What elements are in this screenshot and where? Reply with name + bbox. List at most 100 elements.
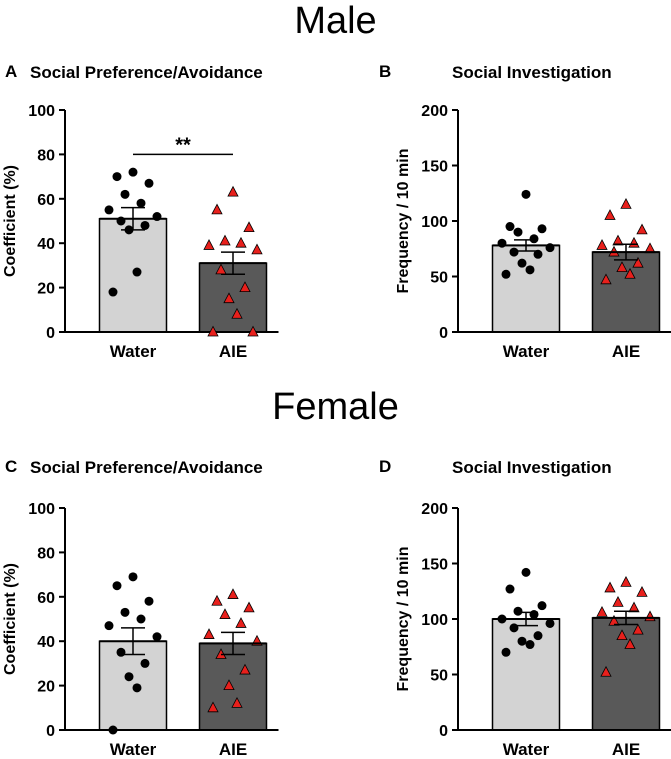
- data-point-water: [509, 623, 519, 633]
- data-point-water: [140, 220, 150, 230]
- bar-water: [98, 640, 168, 731]
- data-point-water: [533, 249, 543, 259]
- y-tick-label: 0: [46, 325, 55, 342]
- data-point-aie: [620, 576, 632, 587]
- data-point-water: [104, 205, 114, 215]
- data-point-water: [537, 601, 547, 611]
- data-point-water: [545, 618, 555, 628]
- data-point-water: [112, 581, 122, 591]
- data-point-water: [525, 265, 535, 275]
- data-point-water: [120, 189, 130, 199]
- data-point-water: [144, 178, 154, 188]
- data-point-aie: [211, 203, 223, 215]
- y-axis-label: Frequency / 10 min: [395, 547, 412, 692]
- section-title-female: Female: [272, 386, 399, 428]
- data-point-aie: [239, 281, 251, 293]
- x-tick-label: Water: [110, 740, 157, 759]
- x-tick-label: AIE: [612, 342, 640, 361]
- data-point-aie: [624, 638, 636, 649]
- data-point-water: [525, 640, 535, 650]
- data-point-aie: [231, 697, 243, 708]
- data-point-aie: [223, 292, 235, 304]
- x-tick-label: AIE: [612, 740, 640, 759]
- y-tick-label: 200: [421, 103, 448, 120]
- data-point-aie: [247, 325, 259, 337]
- panel-title-d: Social Investigation: [452, 458, 612, 477]
- data-point-aie: [596, 605, 608, 617]
- data-point-water: [517, 258, 527, 268]
- data-point-aie: [632, 623, 644, 635]
- section-title-male: Male: [294, 0, 377, 42]
- data-point-water: [128, 167, 138, 177]
- y-tick-label: 100: [28, 103, 55, 120]
- data-point-water: [505, 584, 515, 594]
- data-point-water: [132, 683, 142, 693]
- bar-aie: [198, 642, 268, 731]
- data-point-water: [501, 647, 511, 657]
- data-point-water: [140, 658, 150, 668]
- data-point-aie: [239, 663, 251, 675]
- data-point-aie: [227, 588, 239, 599]
- y-tick-label: 200: [421, 501, 448, 518]
- y-tick-label: 50: [430, 668, 448, 685]
- data-point-water: [513, 606, 523, 616]
- significance-label: **: [175, 134, 191, 156]
- data-point-water: [152, 632, 162, 642]
- y-tick-label: 40: [37, 634, 55, 651]
- data-point-water: [517, 636, 527, 646]
- data-point-aie: [644, 610, 656, 622]
- x-tick-label: Water: [503, 342, 550, 361]
- data-point-water: [112, 172, 122, 182]
- y-tick-label: 50: [430, 270, 448, 287]
- y-tick-label: 150: [421, 557, 448, 574]
- data-point-aie: [616, 261, 628, 273]
- data-point-aie: [632, 256, 644, 268]
- data-point-aie: [251, 243, 263, 255]
- data-point-aie: [616, 629, 628, 641]
- x-tick-label: AIE: [219, 740, 247, 759]
- panel-letter-a: A: [5, 62, 18, 81]
- data-point-water: [128, 572, 138, 582]
- data-point-water: [521, 567, 531, 577]
- y-tick-label: 60: [37, 192, 55, 209]
- bar-water: [491, 618, 561, 731]
- data-point-water: [533, 631, 543, 641]
- data-point-water: [104, 621, 114, 631]
- y-tick-label: 100: [421, 214, 448, 231]
- data-point-aie: [223, 679, 235, 690]
- y-axis-label: Coefficient (%): [2, 165, 19, 277]
- x-tick-label: AIE: [219, 342, 247, 361]
- data-point-water: [529, 610, 539, 620]
- y-tick-label: 80: [37, 545, 55, 562]
- y-tick-label: 150: [421, 159, 448, 176]
- data-point-water: [501, 269, 511, 279]
- data-point-aie: [211, 594, 223, 606]
- y-tick-label: 0: [46, 723, 55, 740]
- data-point-aie: [624, 267, 636, 279]
- data-point-water: [509, 247, 519, 257]
- y-axis-label: Frequency / 10 min: [395, 149, 412, 294]
- panel-title-a: Social Preference/Avoidance: [30, 63, 263, 82]
- data-point-water: [132, 267, 142, 277]
- y-tick-label: 100: [421, 612, 448, 629]
- data-point-aie: [235, 617, 247, 628]
- data-point-water: [120, 607, 130, 617]
- data-point-aie: [600, 273, 612, 285]
- panel-title-b: Social Investigation: [452, 63, 612, 82]
- y-tick-label: 0: [439, 325, 448, 342]
- y-tick-label: 20: [37, 281, 55, 298]
- data-point-aie: [243, 601, 255, 613]
- data-point-aie: [227, 185, 239, 197]
- data-point-water: [108, 725, 118, 735]
- data-point-aie: [203, 628, 215, 639]
- y-tick-label: 80: [37, 147, 55, 164]
- data-point-aie: [207, 701, 219, 713]
- data-point-aie: [612, 595, 624, 607]
- data-point-water: [108, 287, 118, 297]
- data-point-water: [521, 189, 531, 199]
- data-point-water: [124, 672, 134, 682]
- bar-water: [491, 244, 561, 333]
- data-point-aie: [219, 234, 231, 246]
